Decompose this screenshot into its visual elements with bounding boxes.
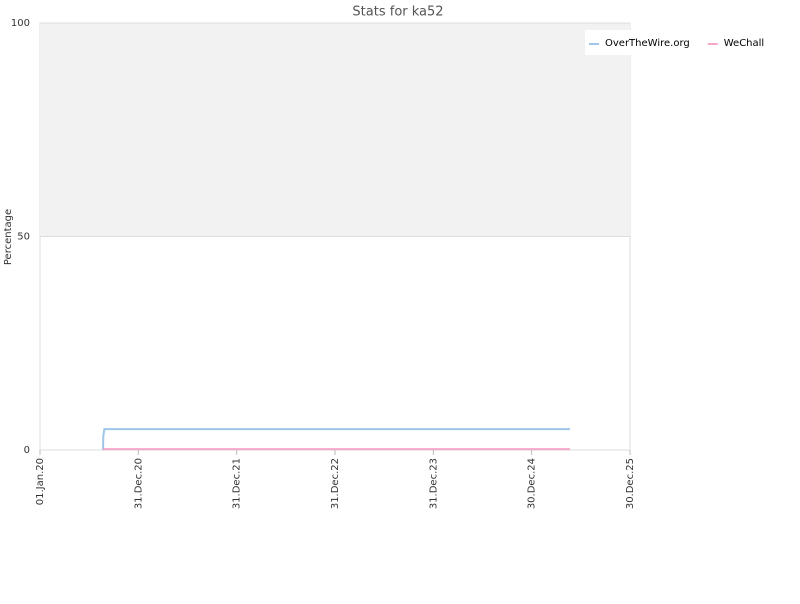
shaded-band [40, 23, 630, 237]
x-tick-label: 31.Dec.20 [133, 458, 144, 509]
y-tick-label: 50 [17, 232, 30, 243]
x-tick-label: 31.Dec.23 [428, 458, 439, 509]
chart-title: Stats for ka52 [352, 5, 443, 20]
x-tick-label: 31.Dec.22 [330, 458, 341, 509]
series-line [102, 428, 570, 451]
y-axis-label: Percentage [3, 209, 14, 265]
x-tick-label: 01.Jan.20 [35, 458, 46, 505]
legend-box [585, 30, 780, 55]
legend-label: WeChall [724, 38, 764, 49]
x-tick-label: 31.Dec.21 [232, 458, 243, 509]
x-tick-label: 30.Dec.25 [625, 458, 636, 509]
legend-label: OverTheWire.org [605, 38, 690, 49]
y-tick-label: 100 [11, 18, 30, 29]
x-tick-label: 30.Dec.24 [527, 458, 538, 509]
y-tick-label: 0 [24, 445, 30, 456]
